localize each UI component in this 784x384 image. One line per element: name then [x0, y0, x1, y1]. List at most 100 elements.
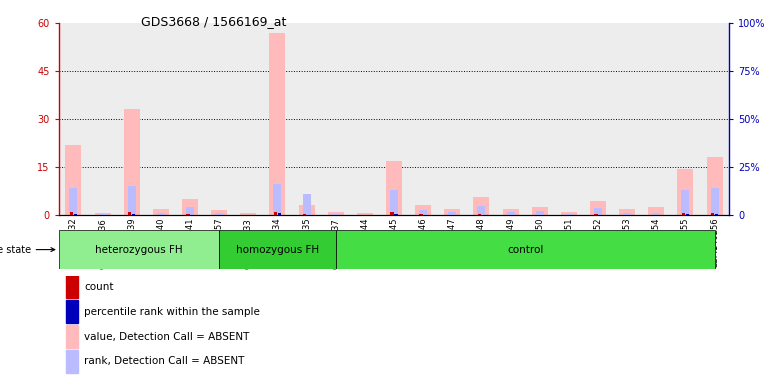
Bar — [623, 213, 631, 215]
Bar — [65, 145, 82, 215]
Text: control: control — [507, 245, 543, 255]
Bar — [128, 212, 132, 215]
Bar — [710, 188, 719, 215]
Bar — [321, 23, 350, 215]
Bar — [66, 300, 78, 323]
Bar — [466, 23, 496, 215]
Bar — [386, 161, 402, 215]
Bar — [379, 23, 408, 215]
Bar — [132, 214, 136, 215]
Bar — [477, 207, 485, 215]
Bar — [525, 23, 554, 215]
Bar — [394, 214, 397, 215]
Bar — [299, 205, 314, 215]
Text: heterozygous FH: heterozygous FH — [95, 245, 183, 255]
Bar — [99, 214, 107, 215]
Bar — [88, 23, 117, 215]
Bar — [186, 207, 194, 215]
Text: value, Detection Call = ABSENT: value, Detection Call = ABSENT — [84, 332, 249, 342]
Bar — [234, 23, 263, 215]
Bar — [390, 212, 394, 215]
Bar — [70, 212, 73, 215]
Bar — [153, 209, 169, 215]
Bar — [641, 23, 671, 215]
Bar — [437, 23, 466, 215]
Bar — [59, 23, 88, 215]
Bar — [474, 197, 489, 215]
Bar — [594, 214, 597, 215]
Bar — [496, 23, 525, 215]
Text: rank, Detection Call = ABSENT: rank, Detection Call = ABSENT — [84, 356, 245, 366]
Bar — [274, 184, 281, 215]
Bar — [532, 207, 548, 215]
Text: disease state: disease state — [0, 245, 55, 255]
Bar — [619, 209, 635, 215]
Bar — [328, 212, 343, 215]
Text: GDS3668 / 1566169_at: GDS3668 / 1566169_at — [141, 15, 286, 28]
Bar — [700, 23, 729, 215]
Bar — [240, 214, 256, 215]
Bar — [270, 33, 285, 215]
Bar — [211, 210, 227, 215]
Bar — [686, 214, 689, 215]
Bar — [445, 209, 460, 215]
Bar — [554, 23, 583, 215]
Bar — [332, 214, 339, 215]
Bar — [278, 214, 281, 215]
Bar — [535, 211, 543, 215]
Bar — [448, 212, 456, 215]
Bar — [477, 214, 481, 215]
Bar — [219, 230, 336, 269]
Bar — [671, 23, 700, 215]
Bar — [419, 214, 423, 215]
Bar — [408, 23, 437, 215]
Bar — [95, 214, 111, 215]
Bar — [612, 23, 641, 215]
Bar — [303, 194, 310, 215]
Bar — [74, 214, 77, 215]
Bar — [506, 212, 514, 215]
Bar — [157, 213, 165, 215]
Bar — [69, 188, 78, 215]
Bar — [561, 212, 577, 215]
Bar — [677, 169, 693, 215]
Bar — [681, 213, 685, 215]
Bar — [66, 275, 78, 298]
Bar — [205, 23, 234, 215]
Bar — [274, 212, 277, 215]
Bar — [263, 23, 292, 215]
Text: homozygous FH: homozygous FH — [236, 245, 319, 255]
Bar — [66, 350, 78, 373]
Bar — [706, 157, 723, 215]
Bar — [583, 23, 612, 215]
Bar — [390, 190, 398, 215]
Bar — [419, 210, 427, 215]
Bar — [711, 213, 714, 215]
Bar — [590, 200, 606, 215]
Text: count: count — [84, 282, 114, 292]
Text: percentile rank within the sample: percentile rank within the sample — [84, 307, 260, 317]
Bar — [66, 325, 78, 348]
Bar — [292, 23, 321, 215]
Bar — [147, 23, 176, 215]
Bar — [503, 209, 518, 215]
Bar — [357, 214, 373, 215]
Bar — [648, 207, 664, 215]
Bar — [117, 23, 147, 215]
Bar — [128, 186, 136, 215]
Bar — [350, 23, 379, 215]
Bar — [186, 214, 190, 215]
Bar — [303, 214, 307, 215]
Bar — [124, 109, 140, 215]
Bar — [564, 214, 573, 215]
Bar — [594, 208, 602, 215]
Bar — [176, 23, 205, 215]
Bar — [652, 213, 660, 215]
Bar — [715, 214, 718, 215]
Bar — [59, 230, 219, 269]
Bar — [415, 205, 431, 215]
Bar — [182, 199, 198, 215]
Bar — [215, 213, 223, 215]
Bar — [681, 190, 689, 215]
Bar — [336, 230, 714, 269]
